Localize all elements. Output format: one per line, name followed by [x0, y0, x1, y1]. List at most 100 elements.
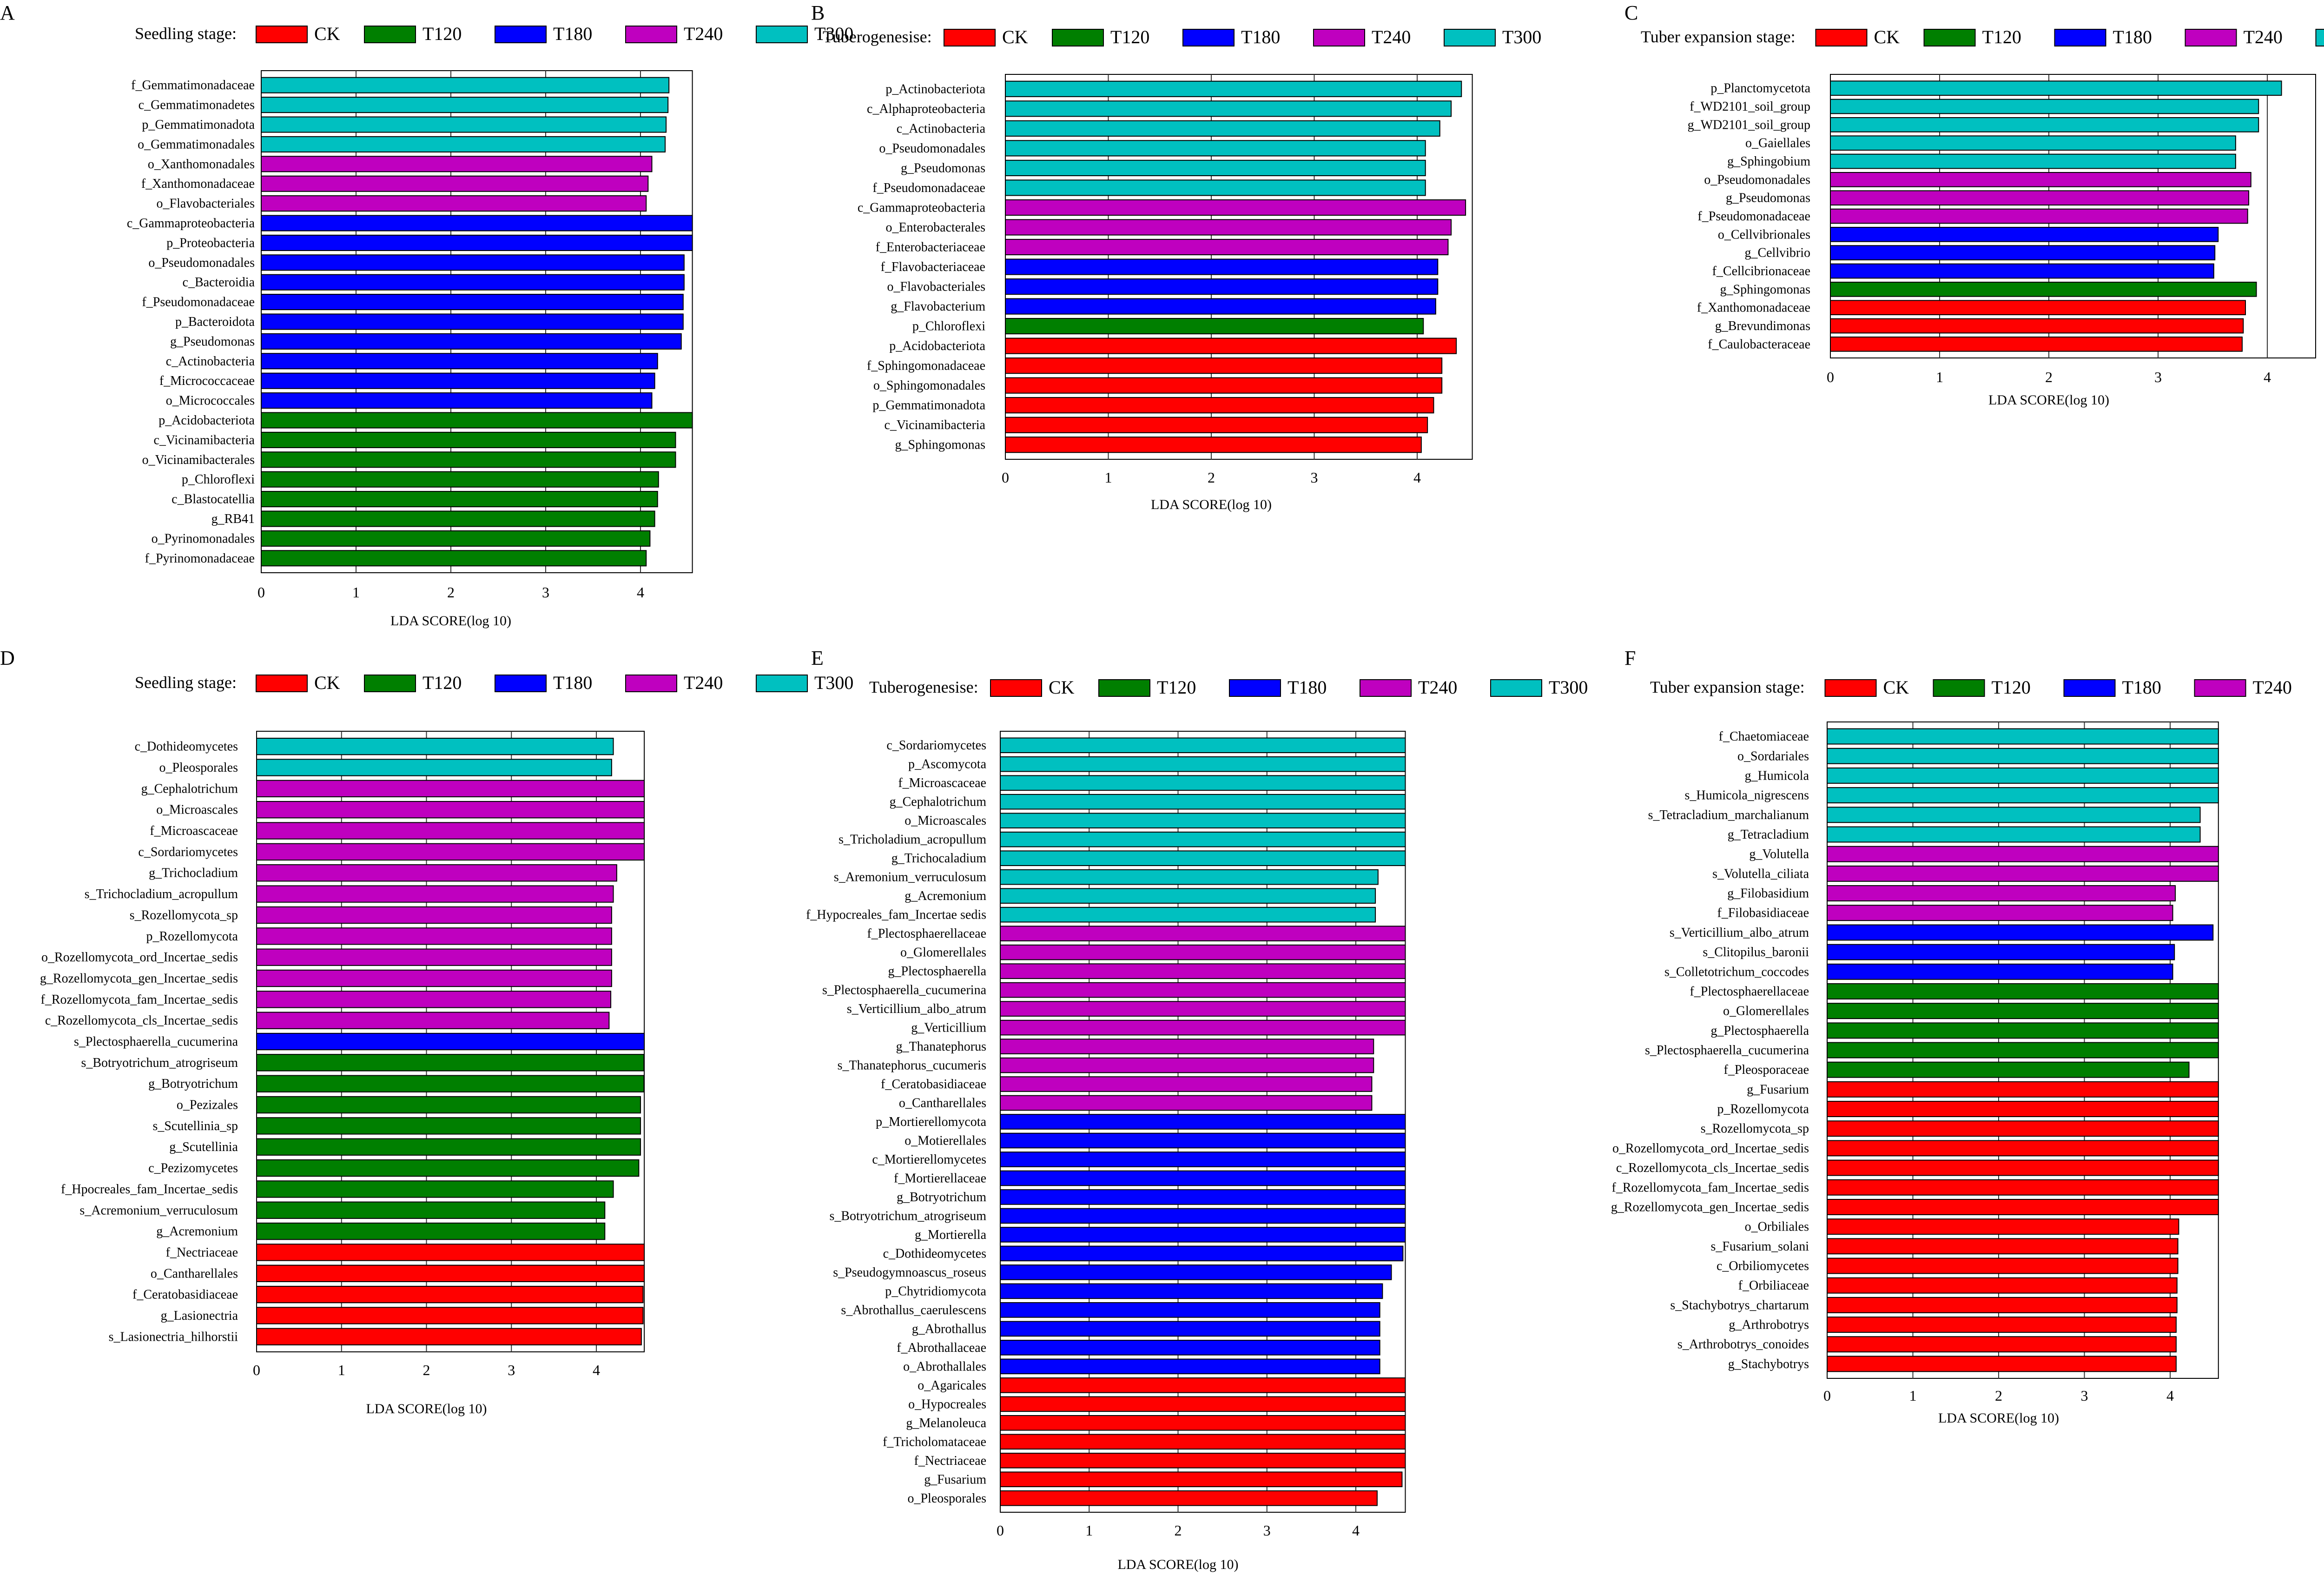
bar	[1000, 1340, 1380, 1356]
category-label: p_Actinobacteriota	[885, 82, 985, 96]
tick-label: 3	[1311, 469, 1318, 486]
tick-label: 0	[1002, 469, 1009, 486]
category-label: f_Hpocreales_fam_Incertae_sedis	[61, 1182, 238, 1197]
bar	[1005, 318, 1424, 335]
panel-letter: A	[0, 1, 15, 24]
bar	[261, 156, 653, 172]
category-label: o_Xanthomonadales	[148, 157, 255, 172]
bar	[256, 1222, 606, 1240]
tick-label: 1	[1909, 1387, 1917, 1404]
category-label: s_Rozellomycota_sp	[130, 908, 238, 922]
bar	[1005, 199, 1466, 216]
panel-letter: F	[1624, 647, 1636, 669]
legend-swatch-t300	[1490, 679, 1542, 697]
legend-label-t240: T240	[684, 23, 723, 44]
legend-swatch-t120	[1098, 679, 1150, 697]
bar	[1005, 338, 1457, 354]
bar	[1000, 1358, 1380, 1375]
bar	[256, 1159, 640, 1177]
category-label: s_Arthrobotrys_conoides	[1677, 1337, 1809, 1352]
category-label: g_Stachybotrys	[1728, 1357, 1809, 1371]
bar	[1000, 850, 1406, 866]
bar	[1000, 963, 1406, 979]
category-label: c_Alphaproteobacteria	[867, 102, 986, 116]
bar	[1000, 737, 1406, 754]
bar	[1000, 944, 1406, 960]
bar	[256, 1180, 614, 1198]
bar	[1830, 245, 2216, 261]
category-label: c_Dothideomycetes	[883, 1246, 986, 1261]
legend-label-ck: CK	[1002, 26, 1028, 47]
bar	[261, 313, 684, 330]
bar	[1000, 869, 1379, 885]
tick-label: 4	[1352, 1522, 1360, 1539]
bar	[1827, 748, 2219, 764]
category-label: o_Flavobacteriales	[887, 280, 985, 294]
category-label: p_Proteobacteria	[166, 236, 255, 250]
category-label: c_Gammaproteobacteria	[858, 200, 986, 215]
bar	[1000, 1132, 1406, 1149]
bar	[1827, 1061, 2190, 1078]
bar	[1005, 298, 1436, 315]
bar	[261, 136, 666, 152]
bar	[1000, 1490, 1378, 1506]
bar	[256, 1264, 645, 1282]
category-label: g_Trichocladium	[149, 866, 238, 880]
category-label: s_Clitopilus_baronii	[1703, 945, 1809, 960]
bar	[1000, 794, 1406, 810]
category-label: f_Xanthomonadaceae	[141, 177, 255, 191]
bar	[1000, 1264, 1392, 1280]
bar	[1000, 1095, 1373, 1111]
category-label: f_Plectosphaerellaceae	[867, 926, 986, 941]
bar	[1827, 787, 2219, 804]
tick-label: 2	[423, 1362, 430, 1378]
bar	[1830, 153, 2236, 169]
tick-label: 2	[447, 584, 455, 601]
bar	[1005, 159, 1426, 176]
category-label: o_Glomerellales	[900, 946, 986, 960]
category-label: g_WD2101_soil_group	[1688, 118, 1810, 132]
bar	[261, 471, 659, 488]
bar	[1827, 846, 2219, 862]
category-label: s_Acremonium_verruculosum	[79, 1203, 238, 1218]
category-label: f_Enterobacteriaceae	[876, 240, 985, 254]
tick-label: 0	[257, 584, 265, 601]
category-label: f_Microascaceae	[898, 776, 986, 790]
bar	[1827, 905, 2173, 921]
tick-label: 4	[2166, 1387, 2174, 1404]
bar	[261, 234, 693, 251]
category-label: g_Verticillium	[911, 1021, 986, 1035]
category-label: g_Tetracladium	[1728, 827, 1809, 842]
category-label: g_Rozellomycota_gen_Incertae_sedis	[1611, 1200, 1809, 1214]
category-label: o_Cantharellales	[151, 1266, 238, 1281]
category-label: o_Enterobacterales	[885, 220, 985, 235]
bar	[256, 1201, 606, 1219]
category-label: g_Pseudomonas	[170, 334, 255, 349]
category-label: g_Trichocaladium	[891, 851, 986, 866]
category-label: o_Cellvibrionales	[1718, 227, 1810, 242]
panel-letter: B	[811, 1, 825, 24]
bar	[261, 175, 649, 192]
legend-swatch-t180	[1182, 29, 1235, 46]
category-label: o_Vicinamibacterales	[142, 453, 255, 467]
category-label: s_Trichocladium_acropullum	[85, 887, 238, 901]
category-label: o_Motierellales	[905, 1133, 986, 1148]
category-label: f_Nectriaceae	[914, 1454, 986, 1468]
legend-swatch-t240	[1313, 29, 1365, 46]
panel-a: A Seedling stage: CK T120 T180 T240 T300 0 1 2 3 4 f…	[0, 1, 853, 629]
category-label: g_Acremonium	[156, 1224, 238, 1239]
category-label: f_Mortierellaceae	[894, 1171, 986, 1185]
category-label: f_Xanthomonadaceae	[1697, 301, 1810, 315]
bar	[1000, 1170, 1406, 1186]
legend-label-ck: CK	[314, 23, 340, 44]
bar	[256, 1307, 644, 1324]
bar	[256, 822, 645, 840]
category-label: s_Plectosphaerella_cucumerina	[1645, 1043, 1809, 1058]
legend-swatch-ck	[1815, 29, 1868, 46]
category-label: f_Pseudomonadaceae	[872, 181, 985, 195]
category-label: p_Acidobacteriota	[158, 413, 255, 428]
bar	[1000, 1189, 1406, 1205]
tick-label: 3	[2154, 369, 2162, 385]
category-label: o_Rozellomycota_ord_Incertae_sedis	[41, 950, 238, 965]
category-label: f_Orbiliaceae	[1738, 1278, 1809, 1293]
